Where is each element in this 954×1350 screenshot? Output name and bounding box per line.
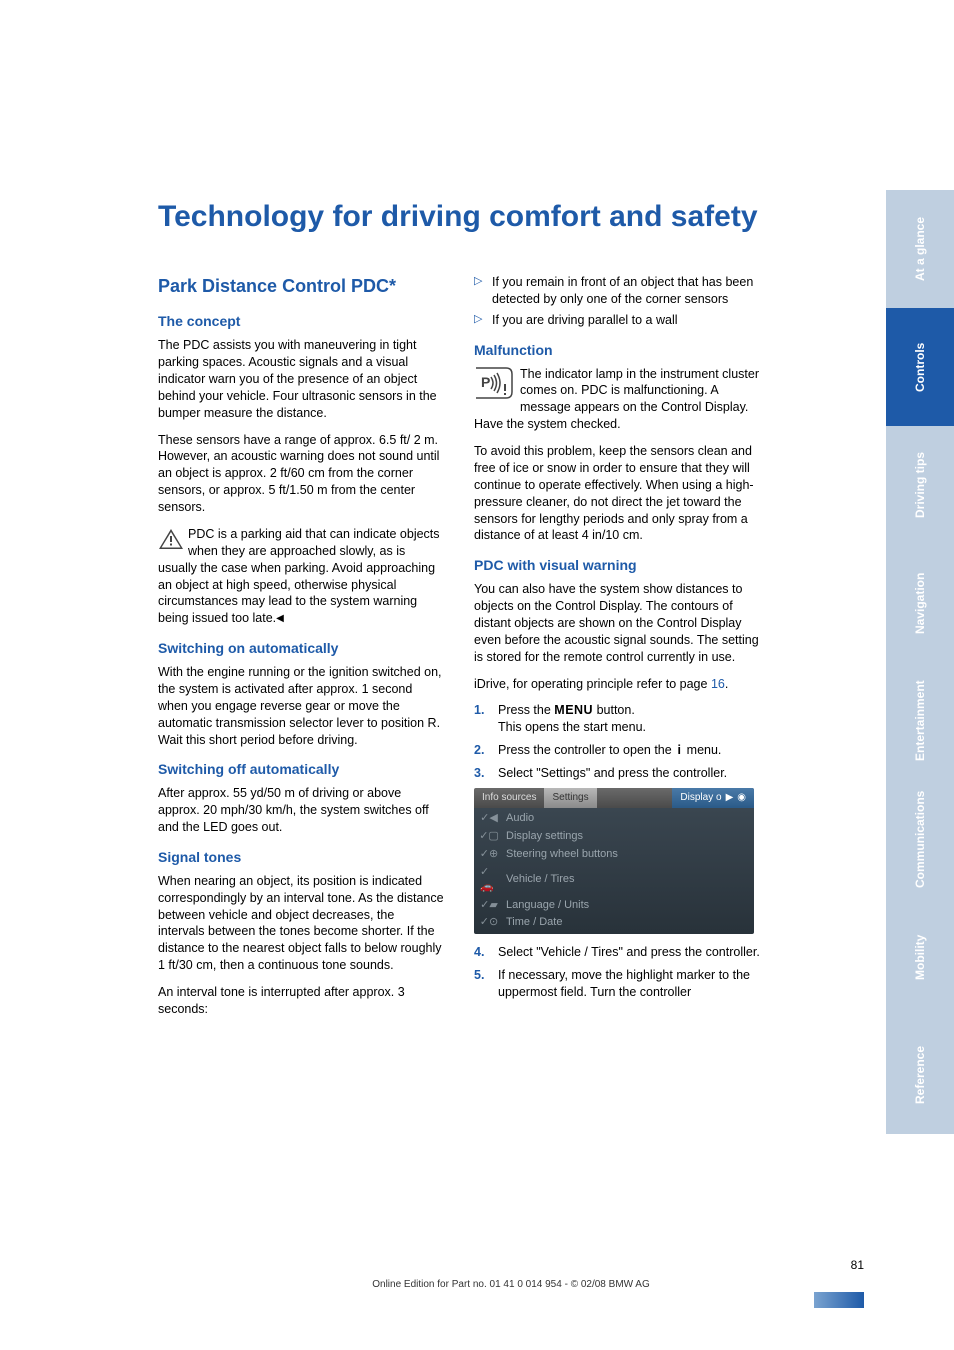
clock-check-icon: ✓⊙ <box>480 915 498 930</box>
step-3: 3. Select "Settings" and press the contr… <box>474 765 760 782</box>
malfunction-p2: To avoid this problem, keep the sensors … <box>474 443 760 544</box>
step-4: 4. Select "Vehicle / Tires" and press th… <box>474 944 760 961</box>
menu-language-units: ✓▰Language / Units <box>474 896 754 914</box>
end-mark-icon: ◀ <box>276 613 284 624</box>
menu-audio: ✓◀Audio <box>474 810 754 828</box>
interrupt-bullets: If you remain in front of an object that… <box>474 274 760 329</box>
subheading-malfunction: Malfunction <box>474 341 760 360</box>
step-2: 2. Press the controller to open the i me… <box>474 742 760 759</box>
tab-communications[interactable]: Communications <box>886 780 954 898</box>
subheading-visual-warning: PDC with visual warning <box>474 556 760 575</box>
idrive-screenshot: Info sources Settings Display o ▶ ◉ ✓◀Au… <box>474 788 754 934</box>
info-i-icon: i <box>675 742 683 759</box>
switch-on-p: With the engine running or the ignition … <box>158 664 444 748</box>
tab-info-sources: Info sources <box>474 788 544 808</box>
signal-p2: An interval tone is interrupted after ap… <box>158 984 444 1018</box>
bullet-1: If you remain in front of an object that… <box>474 274 760 308</box>
page-mark <box>814 1292 864 1308</box>
section-heading-pdc: Park Distance Control PDC* <box>158 274 444 298</box>
page-title: Technology for driving comfort and safet… <box>158 200 864 234</box>
tab-reference[interactable]: Reference <box>886 1016 954 1134</box>
bullet-2: If you are driving parallel to a wall <box>474 312 760 329</box>
left-column: Park Distance Control PDC* The concept T… <box>158 274 444 1028</box>
menu-display-settings: ✓▢Display settings <box>474 828 754 846</box>
pdc-indicator-icon: P <box>474 366 514 400</box>
visual-p2: iDrive, for operating principle refer to… <box>474 676 760 693</box>
subheading-signal-tones: Signal tones <box>158 848 444 867</box>
car-check-icon: ✓🚗 <box>480 865 498 895</box>
tab-display: Display o ▶ ◉ <box>672 788 754 808</box>
malfunction-block: P The indicator lamp in the instrument c… <box>474 366 760 444</box>
step-1-sub: This opens the start menu. <box>498 720 646 734</box>
warning-triangle-icon <box>158 528 184 550</box>
menu-button-label: MENU <box>554 703 593 717</box>
steps-bottom: 4. Select "Vehicle / Tires" and press th… <box>474 944 760 1001</box>
flag-check-icon: ✓▰ <box>480 898 498 913</box>
step-5: 5. If necessary, move the highlight mark… <box>474 967 760 1001</box>
tab-mobility[interactable]: Mobility <box>886 898 954 1016</box>
dot-icon: ◉ <box>737 791 746 805</box>
tab-entertainment[interactable]: Entertainment <box>886 662 954 780</box>
menu-steering-wheel: ✓⊕Steering wheel buttons <box>474 846 754 864</box>
signal-p1: When nearing an object, its position is … <box>158 873 444 974</box>
right-column: If you remain in front of an object that… <box>474 274 760 1028</box>
play-icon: ▶ <box>726 791 734 805</box>
side-tabs: At a glance Controls Driving tips Naviga… <box>886 190 954 1134</box>
svg-text:P: P <box>481 374 490 390</box>
page-ref-link[interactable]: 16 <box>711 677 725 691</box>
tab-settings: Settings <box>544 788 596 808</box>
subheading-switch-on: Switching on automatically <box>158 639 444 658</box>
speaker-check-icon: ✓◀ <box>480 811 498 826</box>
tab-controls[interactable]: Controls <box>886 308 954 426</box>
steering-check-icon: ✓⊕ <box>480 847 498 862</box>
switch-off-p: After approx. 55 yd/50 m of driving or a… <box>158 785 444 836</box>
step-1: 1. Press the MENU button. This opens the… <box>474 702 760 736</box>
steps-top: 1. Press the MENU button. This opens the… <box>474 702 760 782</box>
subheading-switch-off: Switching off automatically <box>158 760 444 779</box>
concept-p1: The PDC assists you with maneuvering in … <box>158 337 444 421</box>
subheading-concept: The concept <box>158 312 444 331</box>
malfunction-p1: The indicator lamp in the instrument clu… <box>474 366 760 434</box>
tab-at-a-glance[interactable]: At a glance <box>886 190 954 308</box>
tab-driving-tips[interactable]: Driving tips <box>886 426 954 544</box>
display-check-icon: ✓▢ <box>480 829 498 844</box>
tab-navigation[interactable]: Navigation <box>886 544 954 662</box>
warning-text: PDC is a parking aid that can indicate o… <box>158 527 440 625</box>
menu-time-date: ✓⊙Time / Date <box>474 914 754 932</box>
concept-p2: These sensors have a range of approx. 6.… <box>158 432 444 516</box>
menu-vehicle-tires: ✓🚗Vehicle / Tires <box>474 863 754 896</box>
warning-block: PDC is a parking aid that can indicate o… <box>158 526 444 627</box>
visual-p1: You can also have the system show distan… <box>474 581 760 665</box>
footer-text: Online Edition for Part no. 01 41 0 014 … <box>158 1279 864 1290</box>
page-number: 81 <box>851 1258 864 1272</box>
